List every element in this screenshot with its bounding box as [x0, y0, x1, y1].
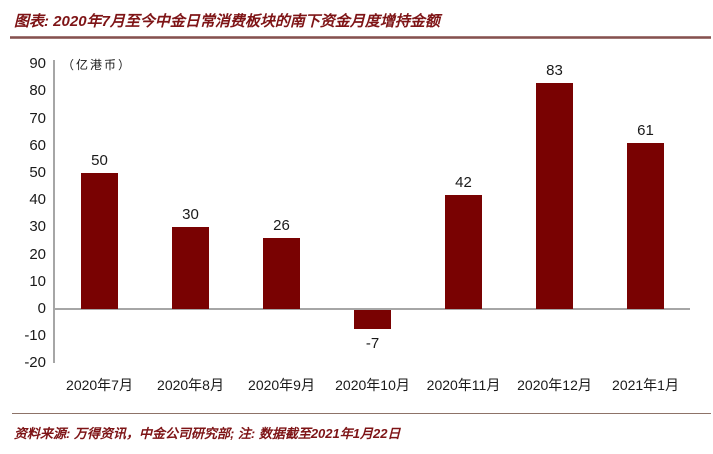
bar-chart: （亿港币） 90 80 70 60 50 40 30 20 10 0 -10 -20 50 30 26 -7 4…	[0, 46, 713, 411]
bar-value-label: 83	[546, 62, 563, 80]
x-axis-tick-label: 2020年8月	[157, 377, 224, 393]
x-axis-tick-label: 2020年11月	[426, 377, 501, 393]
x-axis-tick-label: 2020年12月	[517, 377, 592, 393]
bar	[172, 227, 209, 309]
y-axis-tick-label: 0	[37, 300, 46, 317]
bar-value-label: 42	[455, 173, 472, 191]
bar-value-label: 30	[182, 206, 199, 224]
y-axis-tick-label: 90	[29, 55, 46, 73]
y-axis-tick-label: 50	[29, 164, 46, 181]
bar	[354, 310, 391, 330]
source-note: 资料来源: 万得资讯，中金公司研究部; 注: 数据截至2021年1月22日	[14, 426, 401, 441]
bar-value-label: 50	[91, 152, 108, 169]
x-axis-tick-label: 2020年7月	[66, 377, 133, 393]
y-axis-tick-label: 10	[29, 272, 46, 290]
x-axis-tick-label: 2020年9月	[248, 377, 315, 393]
bar-value-label: 26	[273, 217, 290, 235]
footer-divider	[12, 413, 711, 414]
bar	[536, 83, 573, 309]
chart-title: 图表: 2020年7月至今中金日常消费板块的南下资金月度增持金额	[14, 13, 440, 30]
y-axis-line	[53, 60, 55, 363]
y-axis-tick-label: 60	[29, 136, 46, 154]
x-axis-tick-label: 2021年1月	[612, 377, 679, 393]
y-axis-tick-label: 80	[29, 82, 46, 100]
x-axis-zero-line	[53, 308, 690, 310]
bar	[445, 194, 482, 309]
bar	[81, 173, 118, 309]
y-axis-tick-label: 40	[29, 191, 46, 209]
bar	[627, 143, 664, 309]
bar	[263, 238, 300, 309]
y-axis-tick-label: 20	[29, 245, 46, 263]
bar-value-label: -7	[365, 335, 380, 353]
x-axis-tick-label: 2020年10月	[335, 377, 410, 393]
y-axis-tick-label: 30	[29, 218, 46, 236]
y-axis-tick-label: 70	[29, 109, 46, 127]
y-axis-tick-label: -20	[24, 354, 46, 372]
bar-value-label: 61	[637, 122, 654, 140]
title-divider	[10, 36, 711, 39]
y-axis-unit-label: （亿港币）	[62, 58, 133, 72]
y-axis-tick-label: -10	[24, 327, 46, 345]
